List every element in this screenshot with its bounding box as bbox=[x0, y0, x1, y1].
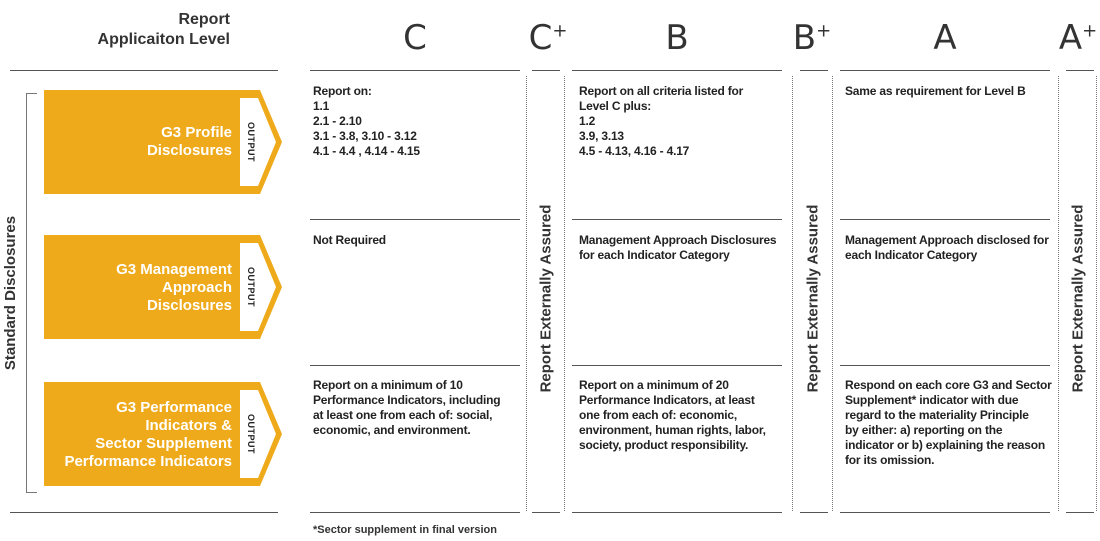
divider-c bbox=[526, 76, 527, 511]
row2-a-text: Management Approach disclosed for each I… bbox=[845, 233, 1049, 262]
row-sep-a-2 bbox=[840, 365, 1050, 366]
header-rule-left bbox=[10, 70, 278, 71]
bottom-rule-c bbox=[310, 512, 520, 513]
divider-aplus bbox=[1096, 76, 1097, 511]
cplus-assured-wrap: Report Externally Assured bbox=[528, 205, 564, 393]
row3-orange-block bbox=[44, 382, 282, 486]
row2-c-text: Not Required bbox=[313, 233, 386, 247]
bottom-rule-a bbox=[840, 512, 1050, 513]
output-arrow-icon: OUTPUT bbox=[236, 122, 266, 162]
row2-orange-block bbox=[44, 235, 282, 339]
divider-a bbox=[1058, 76, 1059, 511]
footnote: *Sector supplement in final version bbox=[313, 524, 497, 536]
row-sep-a-1 bbox=[840, 219, 1050, 220]
row3-output-label: OUTPUT bbox=[246, 414, 256, 454]
row2-b-text: Management Approach Disclosures for each… bbox=[579, 233, 777, 262]
level-b-plus: B+ bbox=[792, 18, 832, 58]
row-sep-b-2 bbox=[572, 365, 782, 366]
level-c: C bbox=[403, 18, 427, 58]
bracket-gap bbox=[0, 283, 24, 303]
bottom-rule-b bbox=[572, 512, 782, 513]
header-rule-a bbox=[840, 70, 1050, 71]
row1-c-text: Report on: 1.1 2.1 - 2.10 3.1 - 3.8, 3.1… bbox=[313, 84, 420, 158]
standard-disclosures-label: Standard Disclosures bbox=[2, 215, 19, 371]
row3-a-text: Respond on each core G3 and Sector Suppl… bbox=[845, 378, 1052, 467]
row3-label: G3 Performance Indicators & Sector Suppl… bbox=[64, 399, 232, 470]
output-arrow-icon: OUTPUT bbox=[236, 414, 266, 454]
row1-orange-block bbox=[44, 90, 282, 194]
bottom-rule-bplus bbox=[800, 512, 828, 513]
level-a-plus: A+ bbox=[1058, 18, 1098, 58]
output-arrow-icon: OUTPUT bbox=[236, 267, 266, 307]
divider-bplus bbox=[832, 76, 833, 511]
bplus-assured-wrap: Report Externally Assured bbox=[794, 205, 832, 393]
bottom-rule-aplus bbox=[1066, 512, 1094, 513]
title-line-1: Report bbox=[178, 11, 230, 28]
aplus-assured-wrap: Report Externally Assured bbox=[1060, 205, 1096, 393]
bottom-rule-cplus bbox=[532, 512, 560, 513]
bplus-assured-label: Report Externally Assured bbox=[804, 204, 822, 393]
level-c-plus: C+ bbox=[528, 18, 568, 58]
level-b: B bbox=[665, 18, 689, 58]
report-level-title: Report Applicaiton Level bbox=[60, 10, 230, 50]
row1-b-text: Report on all criteria listed for Level … bbox=[579, 84, 744, 158]
header-rule-b bbox=[572, 70, 782, 71]
cplus-assured-label: Report Externally Assured bbox=[537, 204, 555, 393]
row1-a-text: Same as requirement for Level B bbox=[845, 84, 1026, 98]
standard-disclosures-bracket bbox=[26, 93, 37, 493]
bottom-rule-left bbox=[10, 512, 278, 513]
row2-label: G3 Management Approach Disclosures bbox=[116, 261, 232, 314]
row3-b-text: Report on a minimum of 20 Performance In… bbox=[579, 378, 766, 452]
row-sep-c-1 bbox=[310, 219, 520, 220]
level-a: A bbox=[933, 18, 957, 58]
row-sep-c-2 bbox=[310, 365, 520, 366]
header-rule-aplus bbox=[1066, 70, 1094, 71]
row2-output-label: OUTPUT bbox=[246, 267, 256, 307]
row3-c-text: Report on a minimum of 10 Performance In… bbox=[313, 378, 501, 437]
header-rule-bplus bbox=[800, 70, 828, 71]
header-rule-c bbox=[310, 70, 520, 71]
row1-label: G3 Profile Disclosures bbox=[146, 124, 232, 159]
header-rule-cplus bbox=[532, 70, 560, 71]
title-line-2: Applicaiton Level bbox=[97, 31, 230, 48]
divider-b bbox=[792, 76, 793, 511]
aplus-assured-label: Report Externally Assured bbox=[1069, 204, 1087, 393]
row-sep-b-1 bbox=[572, 219, 782, 220]
row1-output-label: OUTPUT bbox=[246, 122, 256, 162]
divider-cplus bbox=[564, 76, 565, 511]
